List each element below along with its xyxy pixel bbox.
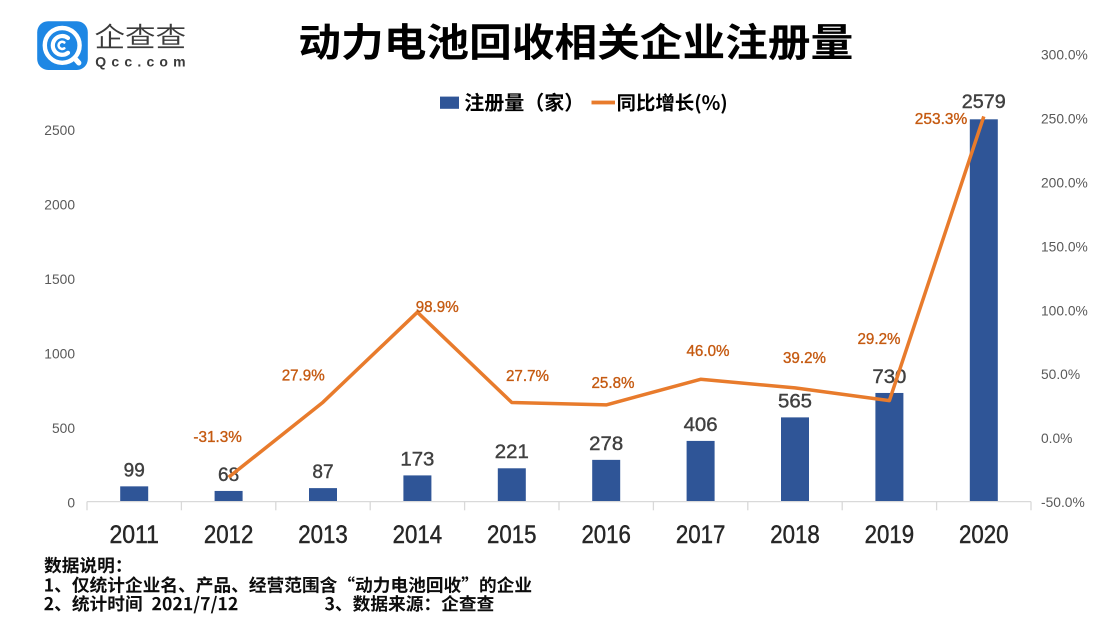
svg-text:173: 173: [400, 449, 434, 470]
svg-text:500: 500: [52, 421, 75, 436]
svg-text:50.0%: 50.0%: [1041, 367, 1080, 382]
svg-text:99: 99: [124, 460, 145, 481]
svg-text:2579: 2579: [962, 92, 1006, 113]
svg-text:2013: 2013: [298, 521, 348, 549]
svg-text:2020: 2020: [959, 521, 1009, 549]
svg-text:-50.0%: -50.0%: [1041, 495, 1085, 510]
svg-text:1000: 1000: [44, 347, 75, 362]
svg-text:2011: 2011: [109, 521, 159, 549]
svg-text:2000: 2000: [44, 198, 75, 213]
svg-text:-31.3%: -31.3%: [193, 429, 242, 446]
svg-text:2015: 2015: [487, 521, 537, 549]
svg-text:2017: 2017: [676, 521, 726, 549]
svg-text:100.0%: 100.0%: [1041, 303, 1088, 318]
svg-text:29.2%: 29.2%: [858, 331, 901, 348]
svg-text:27.7%: 27.7%: [506, 368, 549, 385]
svg-text:2012: 2012: [204, 521, 254, 549]
svg-text:Qcc.com: Qcc.com: [95, 54, 191, 70]
svg-text:221: 221: [495, 442, 529, 463]
svg-text:300.0%: 300.0%: [1041, 48, 1088, 63]
svg-text:39.2%: 39.2%: [783, 350, 826, 367]
svg-text:2014: 2014: [393, 521, 443, 549]
svg-text:253.3%: 253.3%: [915, 111, 968, 128]
svg-text:46.0%: 46.0%: [687, 343, 730, 360]
svg-text:2018: 2018: [770, 521, 820, 549]
svg-text:200.0%: 200.0%: [1041, 176, 1088, 191]
svg-text:565: 565: [778, 391, 812, 412]
svg-text:27.9%: 27.9%: [282, 367, 325, 384]
svg-text:406: 406: [684, 415, 718, 436]
svg-text:1500: 1500: [44, 272, 75, 287]
svg-text:0: 0: [67, 496, 75, 511]
svg-text:87: 87: [312, 462, 333, 483]
svg-text:150.0%: 150.0%: [1041, 239, 1088, 254]
svg-text:278: 278: [589, 434, 623, 455]
svg-text:250.0%: 250.0%: [1041, 112, 1088, 127]
svg-text:2019: 2019: [865, 521, 915, 549]
svg-text:0.0%: 0.0%: [1041, 431, 1072, 446]
svg-text:2500: 2500: [44, 123, 75, 138]
svg-text:98.9%: 98.9%: [416, 299, 459, 316]
svg-text:25.8%: 25.8%: [592, 375, 635, 392]
svg-text:2016: 2016: [581, 521, 631, 549]
